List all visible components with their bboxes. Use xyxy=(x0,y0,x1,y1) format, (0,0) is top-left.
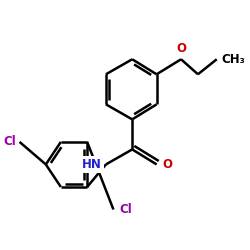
Text: O: O xyxy=(176,42,186,54)
Text: Cl: Cl xyxy=(3,136,16,148)
Text: HN: HN xyxy=(82,158,102,171)
Text: Cl: Cl xyxy=(119,203,132,216)
Text: CH₃: CH₃ xyxy=(222,53,245,66)
Text: O: O xyxy=(162,158,172,171)
